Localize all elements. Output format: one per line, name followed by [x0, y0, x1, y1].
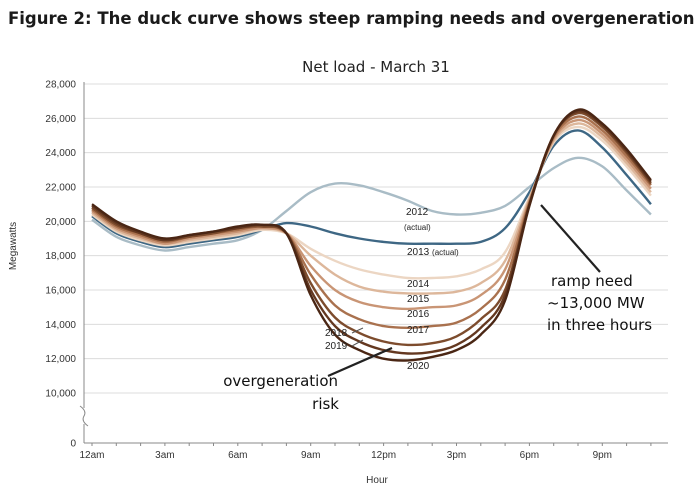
leader-2018 [351, 327, 364, 334]
series-label-2012: 2012 [406, 207, 429, 218]
leader-2019 [351, 339, 364, 347]
axes [79, 82, 668, 444]
y-tick-label-7: 22,000 [45, 183, 76, 194]
series-lines [91, 108, 652, 362]
series-label-2020: 2020 [407, 361, 430, 372]
series-line-1 [91, 129, 652, 249]
x-tick-labels: 12am 3am 6am 9am 12pm 3pm 6pm 9pm [79, 443, 652, 461]
series-label-2015: 2015 [407, 294, 430, 305]
x-tick-label-6: 6pm [520, 450, 539, 461]
series-line-3 [91, 122, 652, 295]
y-tick-label-9: 26,000 [45, 114, 76, 125]
y-axis-label: Megawatts [8, 222, 19, 270]
y-tick-label-3: 14,000 [45, 320, 76, 331]
overgen-label-1: overgeneration [223, 372, 338, 390]
figure-title: Figure 2: The duck curve shows steep ram… [8, 9, 700, 28]
series-line-0 [91, 156, 652, 252]
y-tick-label-5: 18,000 [45, 251, 76, 262]
x-tick-label-0: 12am [79, 450, 104, 461]
ramp-need-label-3: in three hours [547, 316, 652, 334]
x-tick-label-2: 6am [228, 450, 247, 461]
y-tick-label-6: 20,000 [45, 217, 76, 228]
y-tick-label-1: 10,000 [45, 389, 76, 400]
y-tick-label-4: 16,000 [45, 286, 76, 297]
y-tick-label-2: 12,000 [45, 354, 76, 365]
ramp-need-label-1: ramp need [551, 272, 633, 290]
y-tick-label-10: 28,000 [45, 80, 76, 91]
series-label-2016: 2016 [407, 309, 430, 320]
ramp-need-label-2: ~13,000 MW [547, 294, 645, 312]
y-tick-label-0: 0 [70, 439, 76, 450]
overgen-arrow [327, 346, 393, 378]
overgen-label-2: risk [312, 395, 339, 413]
ramp-need-arrow [540, 204, 601, 273]
series-label-2019: 2019 [325, 341, 348, 352]
x-tick-label-7: 9pm [593, 450, 612, 461]
x-axis-label: Hour [366, 475, 388, 486]
x-tick-label-1: 3am [155, 450, 174, 461]
y-tick-label-8: 24,000 [45, 148, 76, 159]
series-label-2013: 2013 (actual) [407, 247, 459, 258]
series-label-2017: 2017 [407, 325, 430, 336]
chart-title: Net load - March 31 [302, 58, 450, 76]
axis-break-mark [79, 405, 89, 427]
y-tick-labels: 0 10,000 12,000 14,000 16,000 18,000 20,000 22,… [45, 80, 76, 450]
series-label-2018: 2018 [325, 328, 348, 339]
x-tick-label-3: 9am [301, 450, 320, 461]
x-tick-label-5: 3pm [447, 450, 466, 461]
annotations: 2012 (actual) 2013 (actual) 2014 2015 2016 201… [223, 204, 652, 413]
series-label-2014: 2014 [407, 279, 430, 290]
series-label-2012-note: (actual) [404, 223, 431, 232]
x-tick-label-4: 12pm [371, 450, 396, 461]
